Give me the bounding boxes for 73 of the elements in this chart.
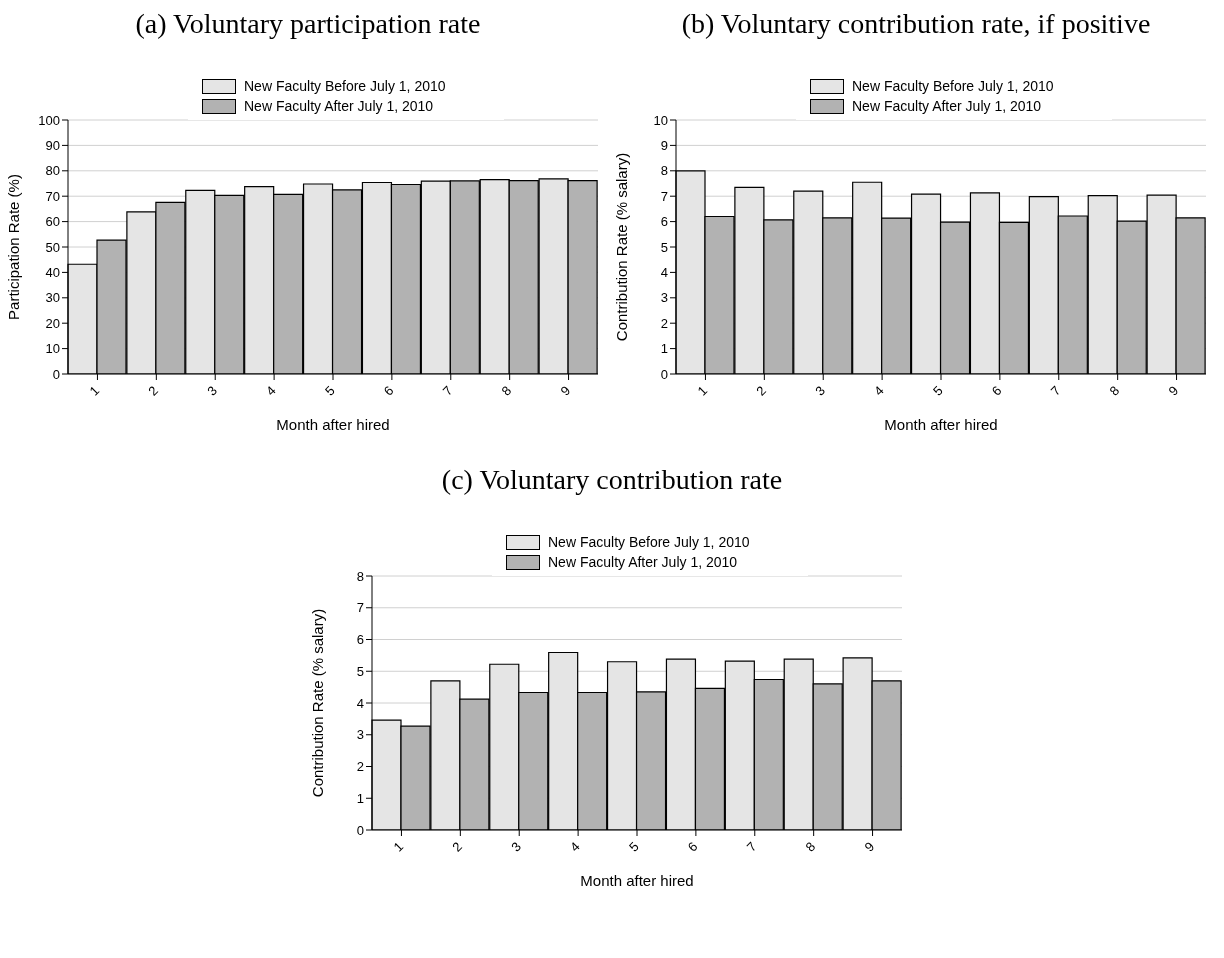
x-tick-label: 6	[988, 382, 1005, 399]
y-tick-label: 0	[660, 366, 668, 382]
x-axis-title: Month after hired	[884, 416, 998, 433]
x-tick-label: 4	[567, 838, 583, 855]
y-tick-label: 4	[356, 695, 364, 711]
x-tick-label: 4	[871, 382, 887, 399]
x-axis-title: Month after hired	[580, 872, 694, 889]
x-tick-label: 7	[1047, 382, 1064, 399]
y-tick-label: 2	[356, 759, 364, 775]
y-tick-label: 1	[356, 790, 364, 806]
legend-label: New Faculty Before July 1, 2010	[547, 533, 751, 552]
y-tick-label: 9	[660, 138, 668, 154]
x-tick-label: 5	[321, 382, 338, 399]
x-tick-label: 9	[1165, 382, 1182, 399]
y-tick-label: 2	[660, 315, 668, 331]
x-tick-label: 9	[557, 382, 574, 399]
x-tick-label: 7	[439, 382, 456, 399]
legend-label: New Faculty After July 1, 2010	[243, 97, 435, 116]
x-tick-label: 9	[861, 838, 878, 855]
x-tick-label: 2	[753, 382, 770, 399]
legend-label: New Faculty After July 1, 2010	[547, 553, 739, 572]
x-tick-label: 5	[929, 382, 946, 399]
y-tick-label: 50	[45, 239, 60, 255]
legend-label: New Faculty After July 1, 2010	[851, 97, 1043, 116]
chart-title: (a) Voluntary participation rate	[135, 8, 481, 41]
y-tick-label: 8	[660, 163, 668, 179]
y-tick-label: 7	[660, 188, 668, 204]
x-tick-label: 6	[380, 382, 397, 399]
y-tick-label: 30	[45, 290, 60, 306]
y-tick-label: 90	[45, 138, 60, 154]
x-tick-label: 7	[743, 838, 760, 855]
y-tick-label: 5	[660, 239, 668, 255]
y-axis-title: Contribution Rate (% salary)	[309, 608, 327, 798]
x-tick-label: 3	[204, 382, 220, 399]
x-tick-label: 6	[684, 838, 701, 855]
chart-title: (b) Voluntary contribution rate, if positive	[681, 8, 1151, 41]
x-tick-label: 3	[812, 382, 828, 399]
x-tick-label: 5	[625, 838, 642, 855]
x-tick-label: 8	[1106, 382, 1123, 399]
y-tick-label: 8	[356, 568, 364, 584]
x-tick-label: 1	[86, 382, 103, 399]
x-tick-label: 2	[145, 382, 162, 399]
y-tick-label: 100	[38, 112, 60, 128]
x-tick-label: 1	[390, 838, 407, 855]
y-axis-title: Participation Rate (%)	[5, 174, 23, 320]
y-tick-label: 4	[660, 265, 668, 281]
x-tick-label: 2	[449, 838, 466, 855]
legend-label: New Faculty Before July 1, 2010	[851, 77, 1055, 96]
y-axis-title: Contribution Rate (% salary)	[613, 152, 631, 342]
y-tick-label: 0	[52, 366, 60, 382]
y-tick-label: 3	[356, 727, 364, 743]
x-tick-label: 3	[508, 838, 524, 855]
y-tick-label: 5	[356, 663, 364, 679]
y-tick-label: 70	[45, 188, 60, 204]
x-tick-label: 4	[263, 382, 279, 399]
y-tick-label: 20	[45, 315, 60, 331]
y-tick-label: 60	[45, 214, 60, 230]
y-tick-label: 6	[660, 214, 668, 230]
x-tick-label: 1	[694, 382, 711, 399]
y-tick-label: 3	[660, 290, 668, 306]
y-tick-label: 10	[45, 341, 60, 357]
x-tick-label: 8	[498, 382, 515, 399]
chart-title: (c) Voluntary contribution rate	[441, 464, 783, 497]
y-tick-label: 7	[356, 600, 364, 616]
y-tick-label: 0	[356, 822, 364, 838]
y-tick-label: 40	[45, 265, 60, 281]
y-tick-label: 6	[356, 632, 364, 648]
x-tick-label: 8	[802, 838, 819, 855]
y-tick-label: 1	[660, 341, 668, 357]
y-tick-label: 10	[653, 112, 668, 128]
x-axis-title: Month after hired	[276, 416, 390, 433]
y-tick-label: 80	[45, 163, 60, 179]
legend-label: New Faculty Before July 1, 2010	[243, 77, 447, 96]
